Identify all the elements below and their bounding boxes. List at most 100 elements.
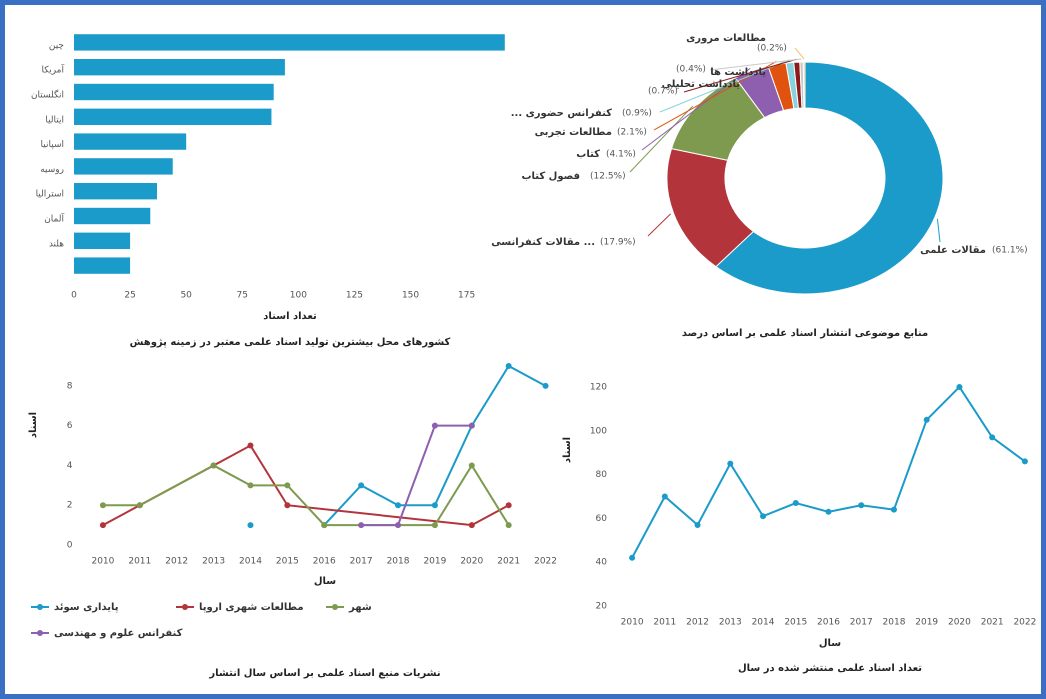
point — [505, 502, 512, 509]
legend-label: مطالعات شهری اروپا — [199, 602, 304, 613]
bar — [74, 257, 131, 274]
y-tick-label: آلمان — [44, 213, 64, 225]
point — [505, 363, 512, 369]
slice-label: فصول کتاب — [521, 171, 580, 182]
point — [431, 502, 438, 509]
point — [468, 422, 475, 429]
point — [956, 383, 963, 390]
x-tick-label: 2018 — [387, 557, 410, 567]
slice-label: مقالات علمی — [920, 245, 986, 256]
legend-label: شهر — [348, 602, 372, 613]
point — [99, 502, 106, 509]
x-tick-label: 2020 — [460, 557, 483, 567]
y-tick-label: ایتالیا — [45, 115, 64, 125]
slice-value-label: (4.1%) — [606, 150, 636, 160]
bar — [74, 232, 131, 249]
bar — [74, 83, 274, 101]
leader-line — [936, 218, 941, 243]
x-tick-label: 2016 — [313, 557, 336, 567]
x-tick-label: 2022 — [1013, 618, 1036, 628]
legend-marker — [37, 630, 43, 636]
point — [431, 422, 438, 429]
x-tick-label: 2021 — [497, 557, 520, 567]
x-tick-label: 2014 — [752, 618, 775, 628]
point — [792, 500, 799, 507]
point — [661, 493, 668, 500]
x-axis-label: تعداد اسناد — [263, 311, 317, 322]
x-tick-label: 2011 — [653, 618, 676, 628]
slice-label: یادداشت تحلیلی — [662, 79, 741, 90]
y-tick-label: 120 — [590, 382, 607, 392]
slice-label: کتاب — [576, 149, 600, 160]
x-tick-label: 25 — [124, 291, 135, 301]
point — [1021, 458, 1028, 465]
point — [760, 513, 767, 520]
y-tick-label: 0 — [67, 541, 73, 551]
slice-value-label: (0.4%) — [676, 65, 706, 75]
x-tick-label: 2019 — [915, 618, 938, 628]
bar — [74, 133, 187, 150]
y-tick-label: انگلستان — [31, 89, 64, 101]
point — [210, 462, 217, 469]
chart-title: تعداد اسناد علمی منتشر شده در سال — [738, 663, 922, 674]
x-tick-label: 2010 — [621, 618, 644, 628]
point — [99, 522, 106, 529]
legend-marker — [182, 604, 188, 610]
point — [989, 434, 996, 441]
x-tick-label: 2010 — [91, 557, 114, 567]
y-tick-label: 8 — [67, 381, 73, 391]
chart-title: نشریات منبع اسناد علمی بر اساس سال انتشا… — [208, 668, 440, 679]
chart-title: کشورهای محل بیشترین تولید اسناد علمی معت… — [130, 337, 451, 348]
point — [727, 460, 734, 467]
legend-marker — [37, 604, 43, 610]
point — [247, 482, 254, 489]
point — [825, 508, 832, 515]
x-tick-label: 2016 — [817, 618, 840, 628]
leader-line — [683, 58, 797, 93]
point — [395, 522, 402, 529]
x-tick-label: 150 — [402, 291, 419, 301]
x-tick-label: 2015 — [784, 618, 807, 628]
legend-marker — [332, 604, 338, 610]
leader-line — [641, 67, 751, 151]
y-axis-label: اسناد — [562, 437, 573, 463]
leader-line — [659, 59, 790, 113]
x-tick-label: 2012 — [165, 557, 188, 567]
point — [136, 502, 143, 509]
point — [284, 482, 291, 489]
y-tick-label: هلند — [49, 239, 64, 249]
point — [284, 502, 291, 509]
bar — [74, 108, 272, 125]
point — [468, 522, 475, 529]
legend-label: پایداری سوئد — [54, 602, 119, 613]
x-tick-label: 2013 — [202, 557, 225, 567]
slice-value-label: (0.7%) — [648, 87, 678, 97]
x-tick-label: 2012 — [686, 618, 709, 628]
point — [247, 442, 254, 449]
slice-label: یادداشت ها — [710, 67, 766, 78]
slice-value-label: (2.1%) — [617, 128, 647, 138]
y-tick-label: 100 — [590, 426, 607, 436]
bar — [74, 183, 158, 200]
y-tick-label: چین — [49, 41, 64, 51]
bar — [74, 34, 505, 51]
slice-label: مطالعات مروری — [686, 33, 766, 44]
slice-value-label: (12.5%) — [590, 172, 626, 182]
y-tick-label: استرالیا — [36, 190, 64, 200]
x-tick-label: 2017 — [850, 618, 873, 628]
x-tick-label: 125 — [346, 291, 363, 301]
point — [923, 416, 930, 423]
pie-slice — [715, 61, 944, 295]
y-axis-label: اسناد — [28, 412, 39, 438]
y-tick-label: آمریکا — [41, 64, 64, 76]
point — [321, 522, 328, 529]
point — [358, 522, 365, 529]
x-tick-label: 2018 — [883, 618, 906, 628]
slice-value-label: (17.9%) — [600, 238, 636, 248]
bar — [74, 59, 285, 76]
x-tick-label: 2017 — [350, 557, 373, 567]
x-tick-label: 2014 — [239, 557, 262, 567]
x-tick-label: 2021 — [981, 618, 1004, 628]
point — [431, 522, 438, 529]
